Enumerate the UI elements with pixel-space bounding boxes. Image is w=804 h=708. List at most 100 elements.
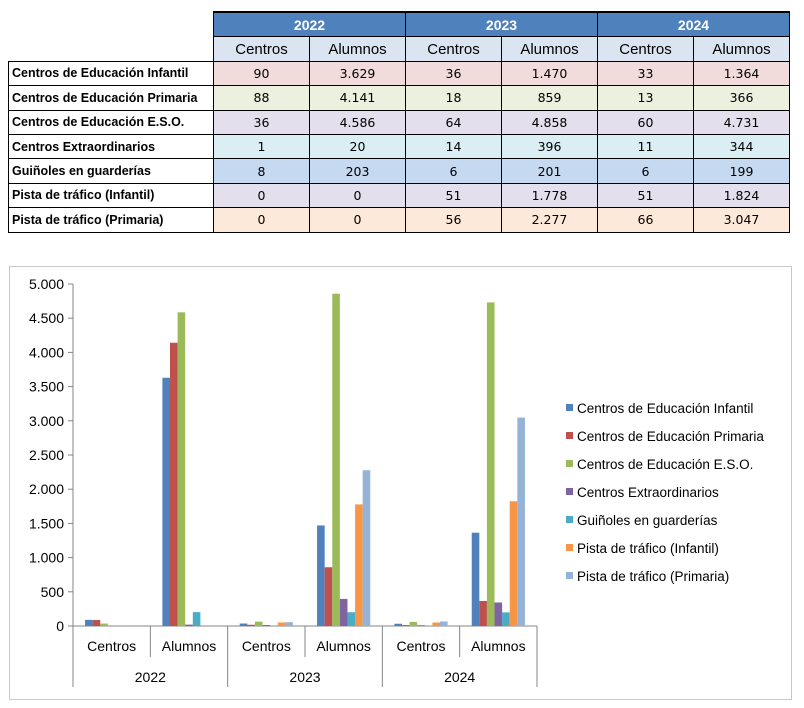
y-tick-label: 2.000: [29, 481, 64, 497]
table-row: Centros Extraordinarios 1 20 14 396 11 344: [8, 133, 790, 160]
row-label: Centros Extraordinarios: [8, 133, 214, 160]
bar: [170, 342, 178, 626]
table-cell: 60: [597, 109, 694, 135]
x-category-label: Alumnos: [471, 638, 525, 654]
bar: [440, 621, 448, 626]
bar: [247, 624, 255, 626]
bar: [355, 504, 363, 626]
subheader-alumnos: Alumnos: [693, 36, 790, 62]
legend-swatch: [566, 404, 573, 411]
year-header-row: 2022 2023 2024: [8, 11, 790, 38]
table-cell: 201: [501, 158, 598, 184]
table-cell: 859: [501, 85, 598, 111]
table-cell: 4.858: [501, 109, 598, 135]
bar: [162, 377, 170, 626]
bar: [417, 625, 425, 626]
y-tick-label: 3.500: [29, 379, 64, 395]
bar: [332, 293, 340, 626]
table-cell: 18: [405, 85, 502, 111]
legend-swatch: [566, 544, 573, 551]
subheader-centros: Centros: [213, 36, 310, 62]
legend-label: Pista de tráfico (Primaria): [577, 569, 729, 584]
x-category-label: Centros: [87, 638, 136, 654]
table-cell: 0: [309, 207, 406, 233]
x-category-label: Alumnos: [162, 638, 216, 654]
bar: [509, 501, 518, 626]
table-cell: 13: [597, 85, 694, 111]
table-cell: 3.629: [309, 60, 406, 87]
subheader-row: Centros Alumnos Centros Alumnos Centros …: [8, 36, 790, 62]
row-label: Pista de tráfico (Primaria): [8, 207, 214, 233]
bar: [185, 624, 193, 626]
table-row: Centros de Educación Primaria 88 4.141 18 85…: [8, 85, 790, 111]
row-label: Centros de Educación Primaria: [8, 85, 214, 111]
bar: [362, 470, 371, 626]
legend-label: Centros de Educación Primaria: [577, 429, 764, 444]
table-cell: 4.731: [693, 109, 790, 135]
bar: [402, 625, 410, 626]
table-cell: 36: [213, 109, 310, 135]
bar: [517, 417, 525, 626]
table-cell: 20: [309, 133, 406, 160]
table-cell: 88: [213, 85, 310, 111]
table-cell: 344: [693, 133, 790, 160]
bar: [394, 623, 402, 626]
legend-label: Centros de Educación E.S.O.: [577, 457, 753, 472]
table-cell: 90: [213, 60, 310, 87]
table-cell: 366: [693, 85, 790, 111]
table-cell: 199: [693, 158, 790, 184]
row-label: Centros de Educación Infantil: [8, 60, 214, 87]
table-cell: 0: [213, 182, 310, 209]
table-cell: 51: [405, 182, 502, 209]
bar: [85, 619, 93, 626]
table-cell: 4.586: [309, 109, 406, 135]
x-group-label: 2023: [289, 669, 320, 685]
table-cell: 6: [597, 158, 694, 184]
y-tick-label: 3.000: [29, 413, 64, 429]
table-cell: 0: [213, 207, 310, 233]
table-cell: 2.277: [501, 207, 598, 233]
year-header: 2024: [597, 11, 790, 38]
table-cell: 1.470: [501, 60, 598, 87]
x-category-label: Alumnos: [316, 638, 370, 654]
bar: [277, 622, 286, 626]
year-header: 2022: [213, 11, 406, 38]
legend-swatch: [566, 572, 573, 579]
bar: [192, 612, 201, 626]
table-cell: 8: [213, 158, 310, 184]
table-corner: [8, 12, 214, 37]
bar: [254, 621, 263, 626]
x-category-label: Centros: [396, 638, 445, 654]
legend-swatch: [566, 516, 573, 523]
table-row: Guiñoles en guarderías 8 203 6 201 6 199: [8, 158, 790, 184]
bar: [432, 622, 440, 626]
table-cell: 64: [405, 109, 502, 135]
table-cell: 203: [309, 158, 406, 184]
y-tick-label: 4.000: [29, 344, 64, 360]
table-cell: 3.047: [693, 207, 790, 233]
table-cell: 396: [501, 133, 598, 160]
bar: [317, 525, 325, 626]
table-cell: 1.824: [693, 182, 790, 209]
table-cell: 66: [597, 207, 694, 233]
x-group-label: 2022: [135, 669, 166, 685]
table-cell: 51: [597, 182, 694, 209]
row-label: Guiñoles en guarderías: [8, 158, 214, 184]
bar: [285, 622, 293, 626]
bar: [177, 312, 186, 626]
bar-chart: 0 500 1.000 1.500 2.000 2.500 3.000 3.500 4.000 4…: [9, 266, 792, 700]
table-cell: 0: [309, 182, 406, 209]
y-tick-label: 2.500: [29, 447, 64, 463]
x-group-label: 2024: [444, 669, 475, 685]
table-cell: 33: [597, 60, 694, 87]
table-cell: 6: [405, 158, 502, 184]
y-tick-label: 1.500: [29, 515, 64, 531]
table-cell: 11: [597, 133, 694, 160]
bar: [115, 625, 124, 626]
y-tick-label: 5.000: [29, 276, 64, 292]
data-table: 2022 2023 2024 Centros Alumnos Centros A…: [8, 11, 790, 233]
table-row: Pista de tráfico (Infantil) 0 0 51 1.778 51 1.…: [8, 182, 790, 209]
subheader-centros: Centros: [405, 36, 502, 62]
table-cell: 14: [405, 133, 502, 160]
bar: [100, 623, 108, 626]
